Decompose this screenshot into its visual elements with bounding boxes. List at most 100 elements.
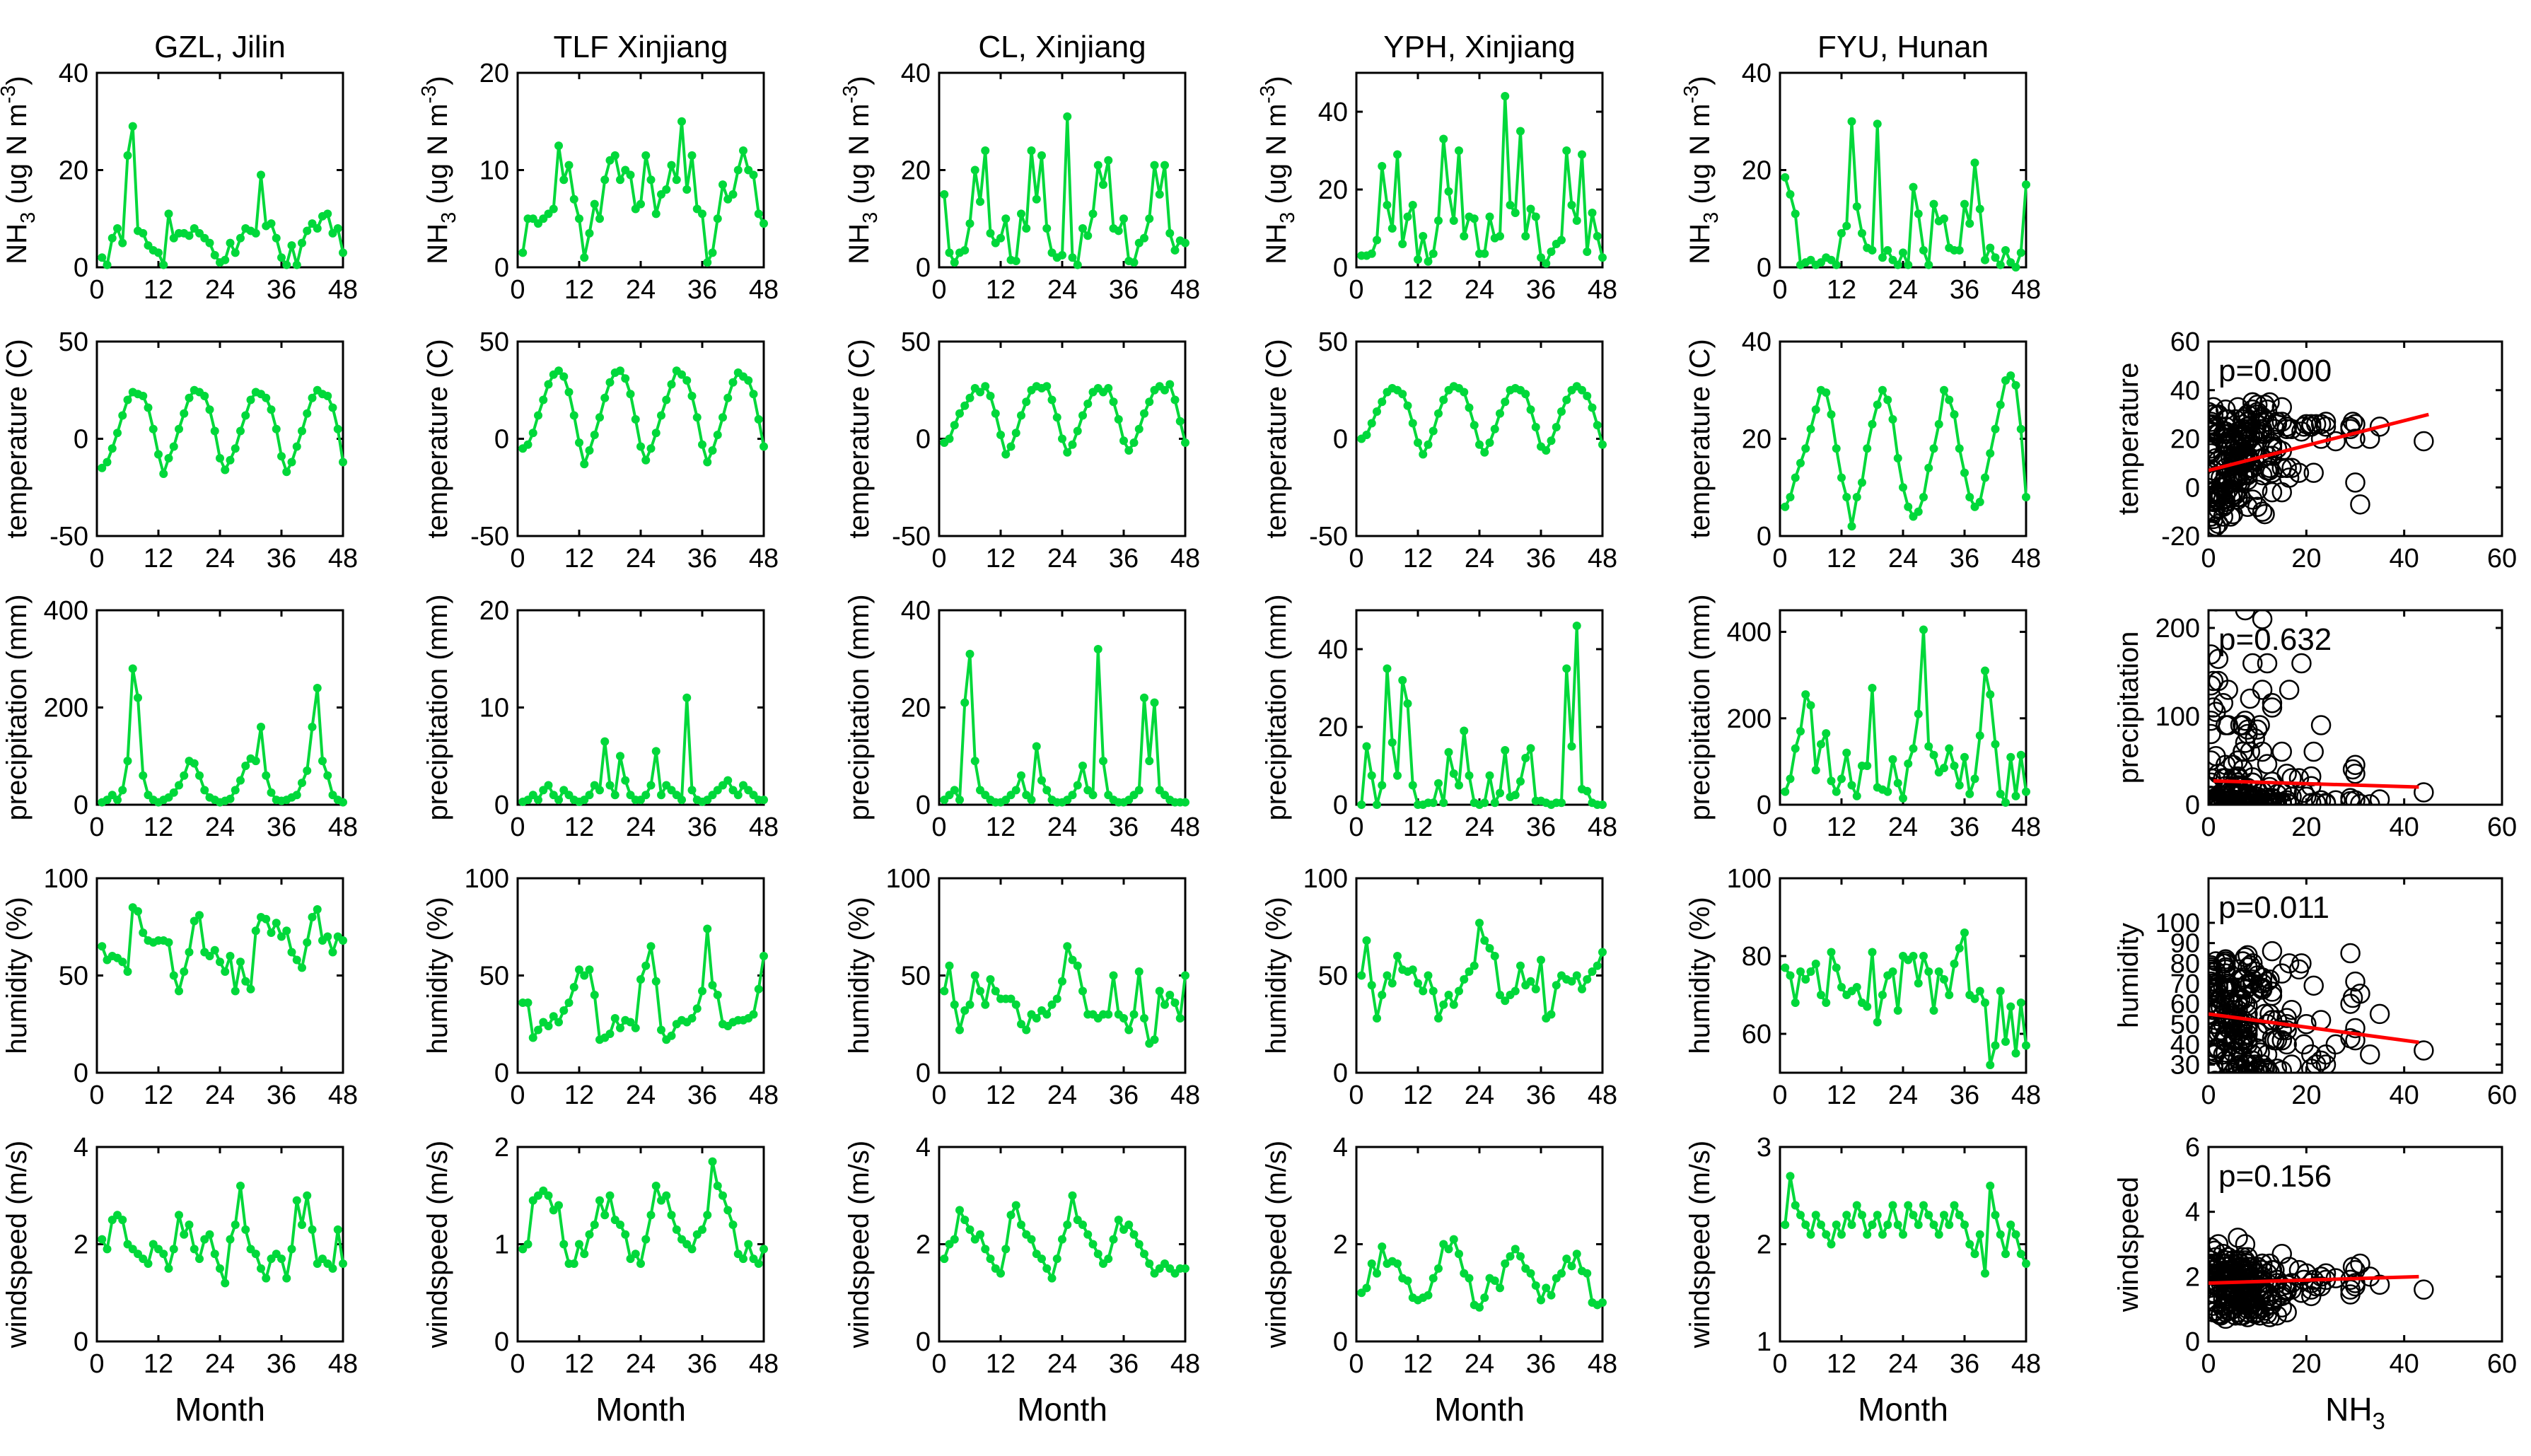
data-point	[1924, 463, 1933, 472]
scatter-point	[2301, 766, 2322, 787]
scatter-point	[2209, 508, 2224, 530]
y-tick-label: 50	[59, 327, 88, 357]
data-point	[175, 424, 183, 433]
data-point	[1986, 1061, 1995, 1069]
data-point	[1583, 392, 1592, 400]
data-point	[1588, 967, 1597, 976]
data-point	[190, 916, 199, 926]
scatter-point	[2235, 610, 2256, 621]
data-point	[2006, 752, 2015, 762]
data-point	[1001, 1245, 1011, 1254]
data-point	[323, 932, 332, 941]
x-tick-label: 24	[626, 813, 656, 842]
scatter-point	[2257, 1283, 2278, 1303]
data-point	[1858, 478, 1866, 487]
y-axis-label: precipitation	[2113, 631, 2144, 784]
data-point	[1562, 1254, 1571, 1264]
y-tick-label: 50	[1318, 327, 1348, 357]
data-point	[1822, 1230, 1831, 1239]
data-point	[1847, 781, 1856, 790]
scatter-point	[2219, 570, 2238, 588]
data-point	[564, 388, 574, 397]
data-point	[113, 429, 122, 438]
data-point	[1124, 1025, 1134, 1035]
data-point	[1037, 151, 1046, 160]
data-point	[1449, 216, 1458, 225]
data-point	[1032, 194, 1041, 204]
data-point	[1444, 747, 1453, 757]
data-point	[1378, 991, 1387, 999]
scatter-point	[2414, 1040, 2434, 1061]
data-point	[1047, 1274, 1057, 1283]
scatter-point	[2252, 1064, 2273, 1073]
data-point	[945, 434, 954, 443]
scatter-point	[2209, 955, 2221, 976]
scatter-point	[2209, 670, 2229, 692]
data-point	[1888, 1201, 1897, 1210]
data-point	[1516, 961, 1525, 970]
scatter-point	[2267, 1010, 2288, 1030]
scatter-points	[2209, 940, 2434, 1073]
data-point	[739, 1254, 747, 1264]
x-tick-label: 36	[1950, 275, 1979, 305]
data-point	[1496, 409, 1504, 418]
scatter-point	[2215, 715, 2236, 735]
data-point	[1929, 1006, 1938, 1015]
data-point	[287, 241, 296, 250]
data-point	[1414, 979, 1422, 988]
y-tick-label: 2	[1757, 1230, 1771, 1260]
data-point	[950, 1235, 959, 1244]
scatter-point	[2247, 496, 2268, 517]
data-point	[687, 151, 697, 160]
data-point	[718, 1191, 727, 1200]
y-tick-label: 20	[479, 59, 509, 88]
data-point	[1511, 209, 1520, 217]
data-point	[1945, 1221, 1954, 1229]
data-point	[2001, 1250, 2010, 1259]
y-tick-label: 4	[2185, 1198, 2200, 1228]
data-point	[1557, 1269, 1566, 1278]
data-point	[267, 788, 276, 797]
p-value-label: p=0.000	[2218, 354, 2332, 388]
x-tick-label: 24	[1888, 1081, 1918, 1110]
x-axis-label: Month	[175, 1391, 265, 1428]
x-tick-label: 60	[2487, 544, 2517, 573]
data-point	[1037, 776, 1046, 785]
data-point	[528, 1033, 537, 1042]
data-point	[1827, 1240, 1836, 1249]
x-tick-label: 24	[626, 275, 656, 305]
y-tick-label: 60	[2170, 990, 2200, 1020]
data-point	[1975, 497, 1984, 506]
data-point	[272, 233, 281, 243]
scatter-point	[2340, 1284, 2361, 1305]
data-point	[1460, 232, 1469, 240]
data-point	[210, 945, 219, 955]
data-point	[1511, 1245, 1520, 1254]
x-tick-label: 24	[205, 544, 235, 573]
data-point	[590, 431, 599, 439]
data-point	[159, 1250, 168, 1259]
data-point	[267, 405, 276, 414]
data-point	[1960, 1221, 1969, 1229]
data-point	[1940, 214, 1948, 223]
data-point	[1940, 764, 1948, 773]
data-point	[2016, 998, 2025, 1007]
y-axis-label: precipitation (mm)	[1, 594, 33, 820]
data-point	[231, 1221, 240, 1229]
data-point	[1909, 182, 1918, 192]
subplot-humidity-site2: 0 12 24 36 48 0 50 100 humidity (%)	[844, 864, 1200, 1110]
scatter-point	[2235, 1234, 2256, 1254]
data-point	[585, 446, 594, 455]
y-tick-label: 0	[494, 1327, 509, 1357]
data-point	[1822, 998, 1831, 1007]
data-point	[98, 463, 107, 472]
y-tick-label: 80	[1742, 942, 1771, 972]
x-tick-label: 24	[1888, 544, 1918, 573]
data-point	[1078, 986, 1087, 996]
data-point	[569, 194, 578, 204]
x-tick-label: 12	[1403, 544, 1433, 573]
data-point	[636, 1259, 645, 1268]
scatter-point	[2209, 982, 2221, 1002]
data-point	[298, 238, 306, 247]
